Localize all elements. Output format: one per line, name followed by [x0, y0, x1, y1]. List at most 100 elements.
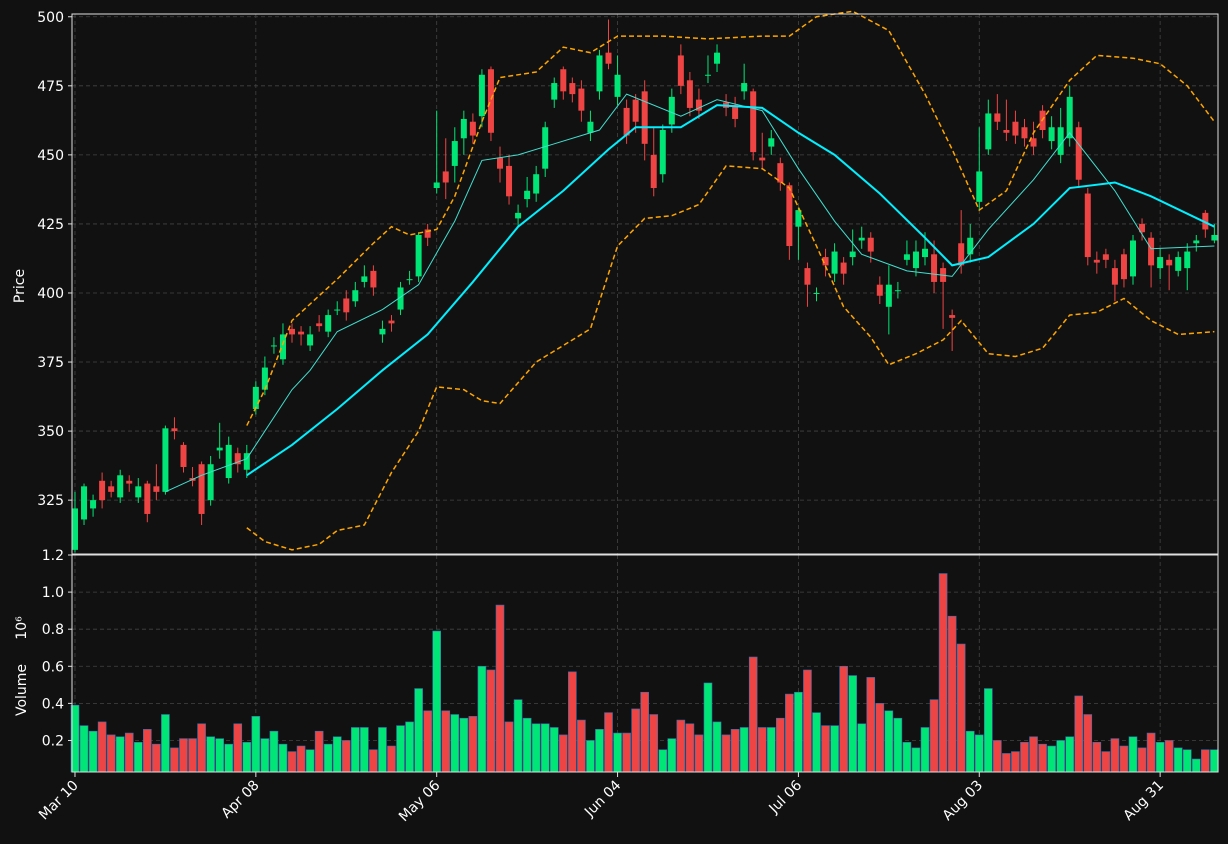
- volume-bar: [631, 708, 640, 773]
- candle-body: [587, 121, 594, 133]
- volume-bar: [531, 723, 541, 773]
- volume-bar: [622, 732, 631, 773]
- volume-bar: [1210, 749, 1219, 773]
- volume-bar: [1173, 747, 1183, 773]
- volume-multiplier: 10⁶: [14, 616, 30, 640]
- candle-body: [795, 210, 802, 227]
- volume-bar: [1191, 758, 1201, 773]
- volume-bar: [152, 743, 161, 773]
- candle-body: [99, 480, 106, 501]
- volume-bar: [1128, 736, 1138, 773]
- volume-y-tick-label: 0.8: [42, 622, 64, 638]
- candle-body: [768, 138, 775, 147]
- candle-body: [198, 464, 205, 514]
- candle-body: [352, 290, 359, 302]
- volume-bar: [920, 727, 930, 773]
- candle-body: [144, 483, 151, 514]
- volume-bar: [242, 742, 252, 773]
- candle-body: [813, 292, 820, 294]
- volume-bar: [730, 729, 740, 773]
- volume-bar: [640, 691, 649, 773]
- candle-body: [162, 428, 169, 492]
- volume-bar: [1155, 742, 1165, 773]
- y-tick-label: 350: [37, 424, 64, 440]
- volume-bar: [477, 665, 487, 773]
- plot: [70, 10, 1219, 773]
- volume-bar: [495, 604, 505, 773]
- volume-bar: [260, 738, 270, 773]
- volume-bar: [875, 703, 885, 773]
- candle-body: [252, 386, 259, 409]
- candle-body: [1075, 127, 1082, 180]
- volume-bar: [1146, 732, 1156, 773]
- volume-bar: [884, 710, 894, 773]
- candle-body: [379, 328, 386, 335]
- volume-bar: [143, 729, 152, 773]
- volume-bar: [757, 727, 767, 773]
- price-frame: [71, 13, 1219, 555]
- volume-bar: [1092, 742, 1102, 773]
- volume-bar: [830, 725, 839, 773]
- candle-body: [677, 55, 684, 86]
- candle-body: [777, 163, 784, 183]
- candle-body: [325, 315, 332, 332]
- volume-bar: [776, 717, 785, 773]
- volume-bar: [938, 573, 948, 773]
- candle-body: [415, 234, 422, 277]
- candle-body: [515, 212, 522, 219]
- volume-bar: [748, 656, 758, 773]
- volume-bar: [206, 736, 215, 773]
- volume-bar: [984, 688, 993, 773]
- candle-body: [569, 83, 576, 95]
- volume-bar: [649, 714, 659, 773]
- candle-body: [714, 52, 721, 64]
- candle-body: [478, 74, 485, 117]
- candle-body: [397, 287, 404, 310]
- candle-body: [1066, 96, 1073, 139]
- volume-bar: [766, 727, 776, 773]
- volume-bar: [351, 727, 360, 773]
- volume-bar: [794, 691, 803, 773]
- volume-bar: [821, 725, 830, 773]
- candle-body: [804, 268, 811, 285]
- volume-bar: [911, 747, 921, 773]
- candle-body: [867, 237, 874, 252]
- volume-bar: [323, 743, 333, 773]
- volume-bar: [1101, 751, 1111, 773]
- candle-body: [605, 52, 612, 64]
- volume-bar: [432, 630, 441, 773]
- volume-bar: [658, 749, 668, 773]
- candle-body: [81, 486, 88, 520]
- candle-body: [931, 254, 938, 282]
- y-axis-label: Price: [12, 269, 28, 303]
- candle-body: [949, 315, 956, 318]
- candle-body: [967, 237, 974, 255]
- volume-bar: [369, 749, 378, 773]
- candle-body: [1012, 121, 1019, 136]
- candle-body: [316, 323, 323, 327]
- candle-body: [849, 251, 856, 258]
- candle-body: [1120, 254, 1127, 280]
- candle-body: [533, 174, 540, 194]
- candle-body: [1129, 240, 1136, 277]
- candle-body: [1157, 257, 1164, 269]
- candle-body: [433, 182, 440, 189]
- volume-bar: [215, 738, 224, 773]
- candle-body: [496, 157, 503, 169]
- candle-body: [876, 284, 883, 296]
- candle-body: [985, 113, 992, 150]
- volume-bar: [577, 719, 586, 773]
- volume-bar: [179, 738, 188, 773]
- volume-bar: [1047, 745, 1056, 773]
- volume-y-tick-label: 0.4: [42, 696, 64, 712]
- volume-bar: [812, 712, 821, 773]
- candle-body: [1148, 237, 1155, 266]
- volume-bar: [405, 721, 414, 773]
- volume-bar: [513, 699, 523, 773]
- volume-bar: [459, 717, 469, 773]
- candle-body: [1184, 251, 1191, 269]
- candle-body: [1048, 127, 1055, 142]
- overlay-line: [246, 10, 1215, 426]
- candle-body: [1084, 193, 1091, 258]
